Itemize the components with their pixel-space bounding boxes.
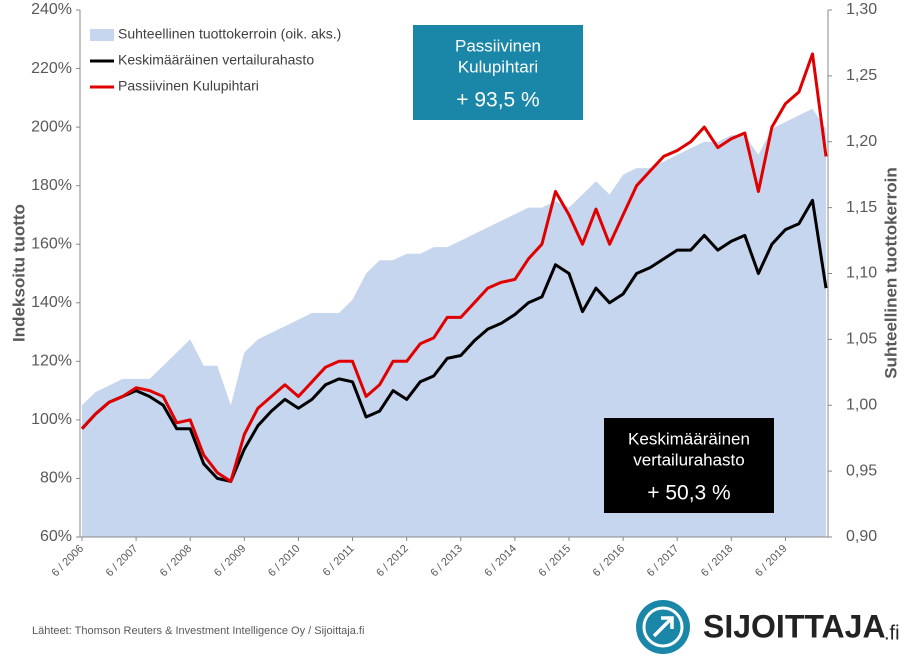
y2-tick-label: 1,00 [846, 396, 877, 413]
x-tick-label: 6 / 2007 [104, 543, 141, 580]
y-tick-label: 60% [40, 528, 72, 545]
annotation-text: Passiivinen [455, 36, 541, 55]
legend-swatch [90, 29, 114, 41]
y2-axis-label: Suhteellinen tuottokerroin [881, 167, 900, 379]
x-tick-label: 6 / 2008 [158, 543, 195, 580]
x-tick-label: 6 / 2019 [753, 543, 790, 580]
y-tick-label: 200% [31, 118, 72, 135]
y2-tick-label: 1,20 [846, 133, 877, 150]
logo-suffix: .fi [884, 622, 900, 644]
y-tick-label: 120% [31, 353, 72, 370]
x-tick-label: 6 / 2009 [212, 543, 249, 580]
x-tick-label: 6 / 2012 [374, 543, 411, 580]
y-tick-label: 80% [40, 470, 72, 487]
y2-tick-label: 0,95 [846, 462, 877, 479]
annotation-box [413, 25, 583, 120]
logo-ring [642, 606, 684, 648]
y-tick-label: 240% [31, 1, 72, 18]
y2-tick-label: 1,25 [846, 67, 877, 84]
x-tick-label: 6 / 2011 [321, 543, 357, 579]
y-tick-label: 100% [31, 411, 72, 428]
annotation-box [604, 418, 774, 513]
y-axis-label: Indeksoitu tuotto [9, 204, 28, 342]
annotation-value: + 93,5 % [456, 89, 539, 112]
y-tick-label: 140% [31, 294, 72, 311]
legend-label: Keskimääräinen vertailurahasto [118, 52, 314, 68]
plot: 60% 80% 100% 120% 140% 160% 180% 200% 220% 240% 0,… [31, 1, 877, 579]
y-tick-label: 160% [31, 235, 72, 252]
logo-text: SIJOITTAJA [703, 608, 886, 644]
y2-tick-label: 1,30 [846, 1, 877, 18]
annotation-value: + 50,3 % [647, 482, 730, 505]
line [80, 52, 828, 483]
x-tick-label: 6 / 2010 [266, 543, 303, 580]
y2-tick-label: 1,15 [846, 199, 877, 216]
source: Lähteet: Thomson Reuters & Investment In… [32, 625, 364, 637]
y-tick-label: 220% [31, 60, 72, 77]
x-tick-label: 6 / 2017 [645, 543, 682, 580]
x-tick-label: 6 / 2015 [537, 543, 574, 580]
y2-tick-label: 0,90 [846, 528, 877, 545]
annotation-text: Keskimääräinen [628, 429, 750, 448]
y-tick-label: 180% [31, 177, 72, 194]
y2-tick-label: 1,10 [846, 265, 877, 282]
legend-label: Suhteellinen tuottokerroin (oik. aks.) [118, 26, 341, 42]
x-tick-label: 6 / 2013 [428, 543, 465, 580]
logo: SIJOITTAJA .fi [636, 600, 900, 654]
logo-arrow [652, 616, 674, 638]
legend-label: Passiivinen Kulupihtari [118, 78, 259, 94]
x-tick-label: 6 / 2006 [50, 543, 87, 580]
annotation-text: Kulupihtari [458, 57, 538, 76]
y2-tick-label: 1,05 [846, 331, 877, 348]
x-tick-label: 6 / 2018 [699, 543, 736, 580]
annotation-text: vertailurahasto [633, 450, 745, 469]
line [80, 198, 828, 483]
x-tick-label: 6 / 2016 [591, 543, 628, 580]
x-tick-label: 6 / 2014 [482, 543, 519, 580]
